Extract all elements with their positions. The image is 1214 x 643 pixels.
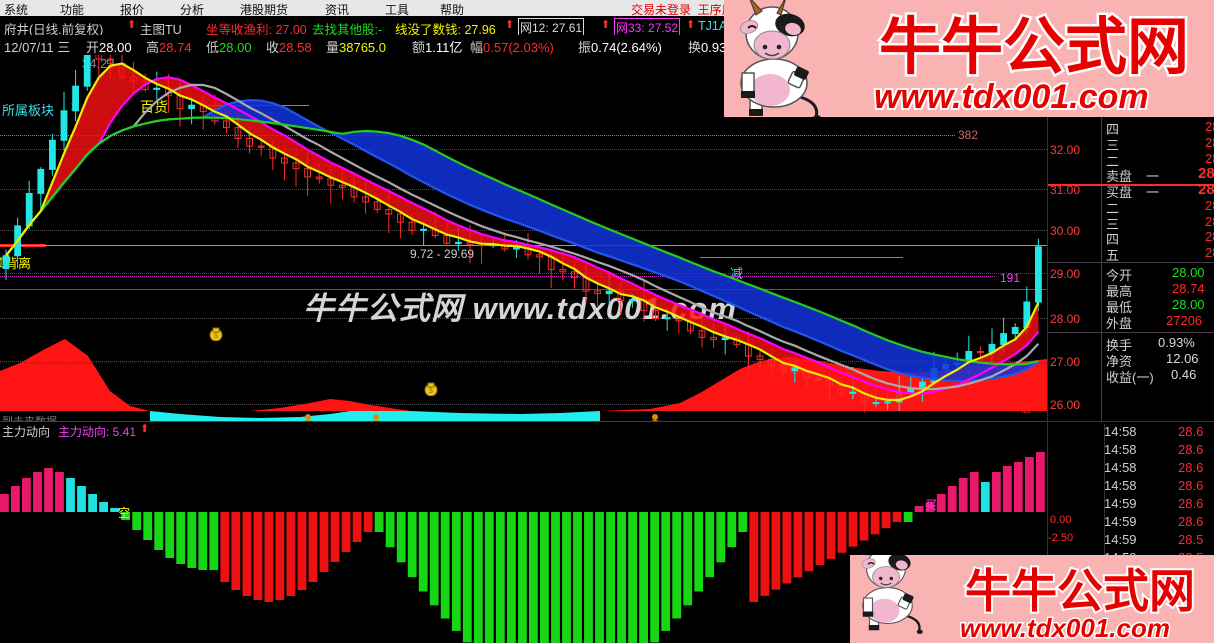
svg-text:牛牛公式网: 牛牛公式网 <box>965 565 1195 617</box>
svg-text:www.tdx001.com: www.tdx001.com <box>960 613 1170 643</box>
svg-text:牛牛公式网: 牛牛公式网 <box>879 13 1189 82</box>
svg-text:www.tdx001.com: www.tdx001.com <box>874 78 1149 116</box>
